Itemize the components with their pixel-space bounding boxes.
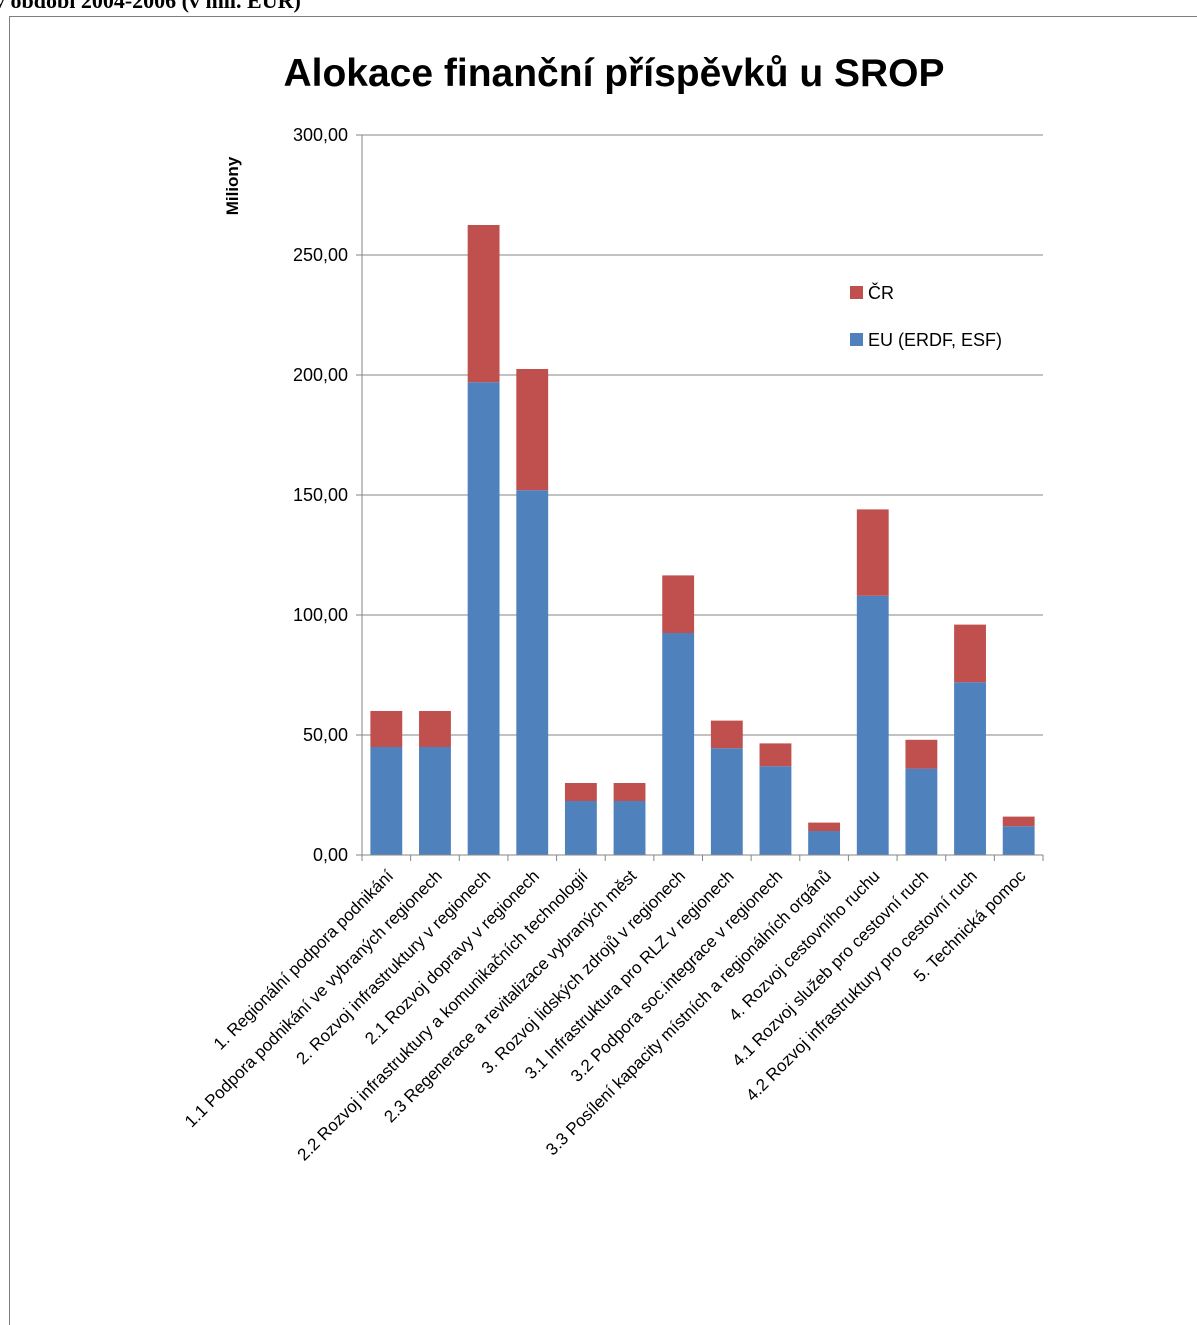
bar-segment-cr: [564, 783, 597, 801]
gridlines: [362, 134, 1043, 736]
bar-segment-eu: [759, 766, 792, 855]
bar-segment-cr: [419, 711, 451, 747]
bar-segment-cr: [808, 822, 841, 831]
legend-swatch: [850, 333, 863, 346]
bar-segment-cr: [467, 225, 500, 383]
bar-segment-cr: [370, 711, 403, 747]
bar-segment-cr: [710, 720, 743, 749]
y-tick-label: 50,00: [303, 725, 348, 745]
bar-segment-cr: [1002, 816, 1035, 827]
axes: 0,0050,00100,00150,00200,00250,00300,001…: [181, 125, 1044, 1164]
x-category-label: 4.2 Rozvoj infrastruktury pro cestovní r…: [742, 866, 981, 1105]
bar-segment-eu: [662, 633, 695, 855]
x-category-label: 2.1 Rozvoj dopravy v regionech: [361, 866, 543, 1048]
bar-segment-eu: [954, 682, 986, 855]
page-heading: v období 2004-2006 (v mil. EUR): [0, 0, 301, 13]
bar-segment-eu: [710, 748, 743, 855]
chart-title: Alokace finanční příspěvků u SROP: [283, 52, 944, 95]
bar-segment-eu: [419, 747, 451, 855]
y-axis-label: Miliony: [223, 156, 242, 215]
bar-segment-eu: [516, 490, 549, 855]
chart-frame: [9, 16, 1197, 1325]
bars: [370, 225, 1035, 855]
bar-segment-eu: [613, 801, 646, 855]
bar-segment-eu: [1002, 826, 1035, 855]
legend-swatch: [850, 286, 863, 299]
y-tick-label: 150,00: [293, 485, 348, 505]
y-tick-label: 100,00: [293, 605, 348, 625]
bar-segment-cr: [662, 575, 695, 633]
bar-segment-eu: [808, 831, 841, 855]
y-tick-label: 200,00: [293, 365, 348, 385]
bar-segment-cr: [613, 783, 646, 801]
y-tick-label: 300,00: [293, 125, 348, 145]
legend-label: EU (ERDF, ESF): [868, 330, 1002, 350]
bar-segment-eu: [856, 595, 889, 855]
bar-segment-cr: [759, 743, 792, 767]
legend-label: ČR: [868, 282, 894, 303]
bar-segment-eu: [467, 382, 500, 855]
legend: ČR EU (ERDF, ESF): [850, 282, 1002, 350]
bar-segment-eu: [370, 747, 403, 855]
y-tick-label: 0,00: [313, 845, 348, 865]
bar-segment-cr: [856, 509, 889, 596]
bar-segment-cr: [905, 739, 938, 769]
y-tick-label: 250,00: [293, 245, 348, 265]
bar-segment-cr: [516, 369, 549, 491]
bar-segment-eu: [564, 801, 597, 855]
bar-segment-eu: [905, 768, 938, 855]
bar-segment-cr: [954, 624, 986, 683]
